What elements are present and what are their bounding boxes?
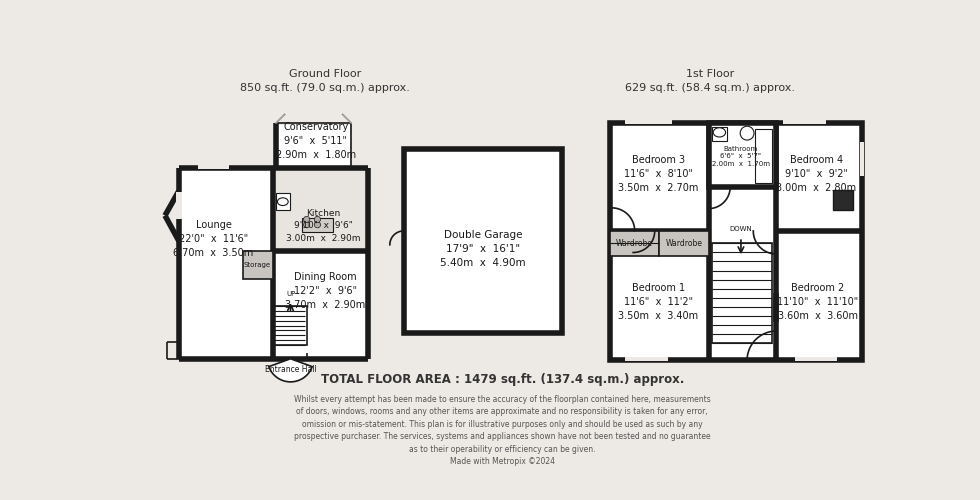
- Text: Storage: Storage: [244, 262, 270, 268]
- Bar: [860, 142, 864, 176]
- Polygon shape: [269, 359, 313, 382]
- Text: Wardrobe: Wardrobe: [616, 239, 654, 248]
- Text: Double Garage
17'9"  x  16'1"
5.40m  x  4.90m: Double Garage 17'9" x 16'1" 5.40m x 4.90…: [440, 230, 526, 268]
- Bar: [243, 251, 272, 280]
- Text: Bathroom
6'6"  x  5'7"
2.00m  x  1.70m: Bathroom 6'6" x 5'7" 2.00m x 1.70m: [711, 146, 770, 167]
- Text: Bedroom 3
11'6"  x  8'10"
3.50m  x  2.70m: Bedroom 3 11'6" x 8'10" 3.50m x 2.70m: [618, 155, 699, 193]
- Bar: [783, 120, 826, 124]
- Circle shape: [315, 216, 320, 222]
- Bar: [302, 218, 333, 232]
- Bar: [198, 166, 229, 170]
- Text: Bedroom 4
9'10"  x  9'2"
3.00m  x  2.80m: Bedroom 4 9'10" x 9'2" 3.00m x 2.80m: [776, 155, 857, 193]
- Text: Conservatory
9'6"  x  5'11"
2.90m  x  1.80m: Conservatory 9'6" x 5'11" 2.90m x 1.80m: [275, 122, 356, 160]
- Bar: [711, 127, 727, 141]
- Bar: [277, 124, 350, 166]
- Text: Bedroom 2
11'10"  x  11'10"
3.60m  x  3.60m: Bedroom 2 11'10" x 11'10" 3.60m x 3.60m: [777, 283, 858, 321]
- Bar: [660, 231, 709, 256]
- Bar: [272, 168, 368, 359]
- Bar: [276, 193, 290, 210]
- Bar: [611, 123, 861, 360]
- Text: 1st Floor
629 sq.ft. (58.4 sq.m.) approx.: 1st Floor 629 sq.ft. (58.4 sq.m.) approx…: [625, 69, 795, 93]
- Text: Bedroom 1
11'6"  x  11'2"
3.50m  x  3.40m: Bedroom 1 11'6" x 11'2" 3.50m x 3.40m: [618, 283, 699, 321]
- Bar: [625, 120, 671, 124]
- Text: Dining Room
12'2"  x  9'6"
3.70m  x  2.90m: Dining Room 12'2" x 9'6" 3.70m x 2.90m: [285, 272, 366, 310]
- Circle shape: [740, 126, 754, 140]
- Circle shape: [304, 216, 310, 222]
- Bar: [795, 357, 837, 361]
- Text: UP: UP: [286, 291, 295, 297]
- Bar: [611, 231, 660, 256]
- Bar: [709, 123, 776, 187]
- Bar: [179, 168, 368, 359]
- Bar: [755, 130, 772, 183]
- Ellipse shape: [713, 128, 725, 137]
- Text: Kitchen
9'10"  x  9'6"
3.00m  x  2.90m: Kitchen 9'10" x 9'6" 3.00m x 2.90m: [286, 208, 361, 242]
- Text: DOWN: DOWN: [729, 226, 753, 232]
- Bar: [625, 357, 667, 361]
- Circle shape: [315, 222, 320, 228]
- Text: TOTAL FLOOR AREA : 1479 sq.ft. (137.4 sq.m.) approx.: TOTAL FLOOR AREA : 1479 sq.ft. (137.4 sq…: [320, 373, 684, 386]
- Text: Lounge
22'0"  x  11'6"
6.70m  x  3.50m: Lounge 22'0" x 11'6" 6.70m x 3.50m: [173, 220, 254, 258]
- Text: Ground Floor
850 sq.ft. (79.0 sq.m.) approx.: Ground Floor 850 sq.ft. (79.0 sq.m.) app…: [240, 69, 410, 93]
- Text: Entrance Hall: Entrance Hall: [265, 365, 317, 374]
- Text: Wardrobe: Wardrobe: [665, 239, 703, 248]
- Text: Whilst every attempt has been made to ensure the accuracy of the floorplan conta: Whilst every attempt has been made to en…: [294, 395, 710, 466]
- Bar: [274, 170, 366, 250]
- Bar: [272, 306, 307, 345]
- Bar: [833, 190, 854, 210]
- Bar: [175, 192, 182, 220]
- Bar: [404, 148, 563, 334]
- Ellipse shape: [277, 198, 288, 205]
- Bar: [711, 244, 772, 344]
- Circle shape: [304, 222, 310, 228]
